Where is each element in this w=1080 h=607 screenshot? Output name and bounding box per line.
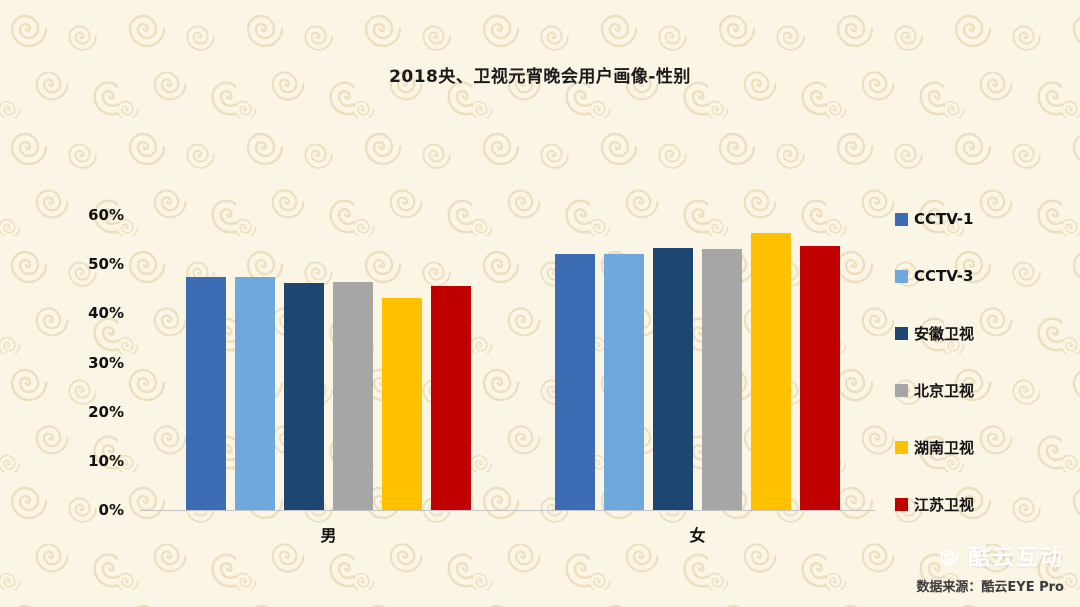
legend-label: 江苏卫视 <box>914 495 975 514</box>
bar-CCTV-3-男 <box>235 277 275 510</box>
y-axis-tick: 60% <box>88 206 124 224</box>
data-source-note: 数据来源：酷云EYE Pro <box>916 580 1064 595</box>
legend-item-安徽卫视: 安徽卫视 <box>895 323 1070 343</box>
legend-label: 北京卫视 <box>914 381 975 400</box>
y-axis-tick: 20% <box>88 403 124 421</box>
y-axis-tick: 10% <box>88 452 124 470</box>
category-label-女: 女 <box>689 526 706 545</box>
brand-name: 酷云互动 <box>967 546 1064 571</box>
bar-CCTV-3-女 <box>604 254 644 510</box>
bar-group-男 <box>186 277 471 510</box>
bar-北京卫视-女 <box>702 249 742 510</box>
kuyun-logo-icon <box>940 549 958 565</box>
y-axis-tick: 40% <box>88 304 124 322</box>
bar-CCTV-1-男 <box>186 277 226 510</box>
legend-label: 湖南卫视 <box>914 438 975 457</box>
legend-swatch <box>895 383 908 397</box>
bar-group-女 <box>555 233 840 510</box>
brand-watermark: 酷云互动 <box>936 540 1064 572</box>
bar-湖南卫视-男 <box>382 298 422 510</box>
legend-item-CCTV-3: CCTV-3 <box>895 266 1070 286</box>
legend-item-北京卫视: 北京卫视 <box>895 380 1070 400</box>
legend-item-CCTV-1: CCTV-1 <box>895 209 1070 229</box>
y-axis-tick: 0% <box>98 501 124 519</box>
legend-label: 安徽卫视 <box>914 324 975 343</box>
bar-江苏卫视-女 <box>800 246 840 510</box>
legend-swatch <box>895 269 908 283</box>
bar-安徽卫视-男 <box>284 283 324 510</box>
chart-title: 2018央、卫视元宵晚会用户画像-性别 <box>389 67 691 87</box>
bar-安徽卫视-女 <box>653 248 693 510</box>
bar-北京卫视-男 <box>333 282 373 510</box>
bar-江苏卫视-男 <box>431 286 471 510</box>
legend-swatch <box>895 212 908 226</box>
legend-item-江苏卫视: 江苏卫视 <box>895 494 1070 514</box>
category-label-男: 男 <box>320 526 337 545</box>
plot-area: 男女 <box>140 215 875 545</box>
y-axis: 0% 10% 20% 30% 40% 50% 60% <box>82 206 132 519</box>
legend-swatch <box>895 326 908 340</box>
y-axis-tick: 50% <box>88 255 124 273</box>
legend-item-湖南卫视: 湖南卫视 <box>895 437 1070 457</box>
y-axis-tick: 30% <box>88 354 124 372</box>
x-axis-line <box>140 510 875 511</box>
legend-swatch <box>895 440 908 454</box>
legend-label: CCTV-3 <box>914 267 974 285</box>
legend-swatch <box>895 497 908 511</box>
legend-label: CCTV-1 <box>914 210 974 228</box>
bar-CCTV-1-女 <box>555 254 595 510</box>
bar-湖南卫视-女 <box>751 233 791 510</box>
legend: CCTV-1 CCTV-3 安徽卫视北京卫视湖南卫视江苏卫视 <box>895 209 1070 551</box>
